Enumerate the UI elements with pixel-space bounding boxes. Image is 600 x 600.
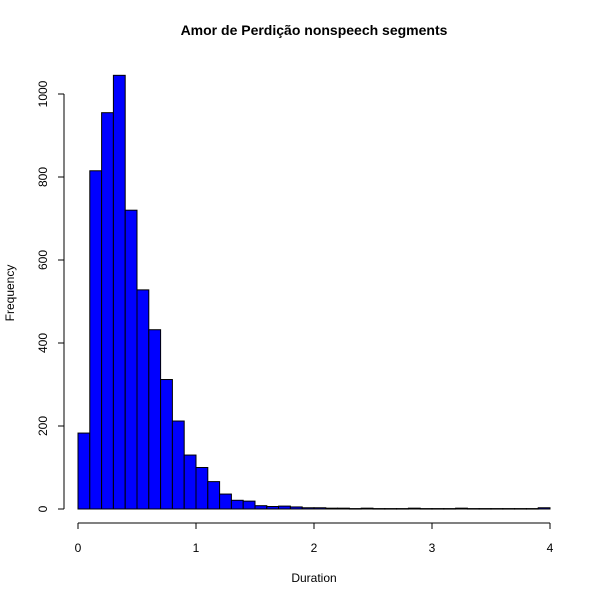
histogram-bar — [289, 506, 303, 510]
histogram-bar — [89, 170, 103, 510]
x-axis-label: Duration — [291, 571, 336, 585]
x-tick-label: 0 — [75, 541, 82, 555]
x-tick-label: 3 — [429, 541, 436, 555]
x-tick-label: 4 — [547, 541, 554, 555]
histogram-bar — [160, 379, 173, 510]
histogram-bar — [478, 508, 492, 510]
histogram-bar — [136, 289, 150, 510]
histogram-bar — [171, 420, 185, 510]
histogram-bar — [301, 507, 315, 510]
histogram-bar — [419, 508, 433, 510]
histogram-bar — [455, 507, 468, 510]
histogram-bar — [325, 507, 339, 510]
histogram-bar — [348, 508, 362, 510]
histogram-bar — [537, 507, 551, 510]
histogram-bar — [431, 508, 445, 510]
histogram-bar — [112, 74, 126, 510]
histogram-bar — [490, 508, 504, 510]
histogram-bar — [372, 508, 386, 510]
histogram-bar — [384, 508, 398, 510]
x-axis: 0 1 2 3 4 — [75, 522, 554, 555]
histogram-bar — [396, 508, 409, 510]
histogram-bar — [266, 506, 280, 510]
y-tick-label: 600 — [36, 250, 50, 270]
histogram-bar — [466, 508, 480, 510]
y-axis-label: Frequency — [3, 265, 17, 322]
histogram-bar — [443, 508, 457, 510]
y-tick-label: 1000 — [36, 80, 50, 107]
histogram-bar — [195, 467, 209, 510]
histogram-bar — [219, 493, 232, 510]
y-tick-label: 200 — [36, 416, 50, 436]
y-axis: 0 200 400 600 800 1000 — [36, 80, 65, 512]
histogram-bar — [313, 507, 327, 510]
histogram-bar — [207, 481, 221, 510]
histogram-bar — [148, 329, 162, 510]
x-tick-label: 1 — [193, 541, 200, 555]
bars-group — [77, 74, 551, 510]
y-tick-label: 800 — [36, 167, 50, 187]
histogram-bar — [502, 508, 516, 510]
histogram-bar — [407, 507, 421, 510]
histogram-bar — [230, 499, 244, 510]
chart-title: Amor de Perdição nonspeech segments — [181, 22, 448, 38]
histogram-bar — [124, 209, 138, 510]
histogram-bar — [360, 507, 374, 510]
x-tick-label: 2 — [311, 541, 318, 555]
histogram-bar — [514, 508, 527, 510]
histogram-bar — [77, 432, 91, 510]
histogram-bar — [254, 505, 268, 510]
histogram-bar — [337, 507, 350, 510]
histogram-bar — [183, 454, 197, 510]
histogram-bar — [525, 508, 539, 510]
y-tick-label: 400 — [36, 333, 50, 353]
histogram-bar — [278, 505, 291, 510]
histogram-bar — [242, 500, 256, 510]
histogram-bar — [101, 112, 114, 510]
y-tick-label: 0 — [36, 505, 50, 512]
